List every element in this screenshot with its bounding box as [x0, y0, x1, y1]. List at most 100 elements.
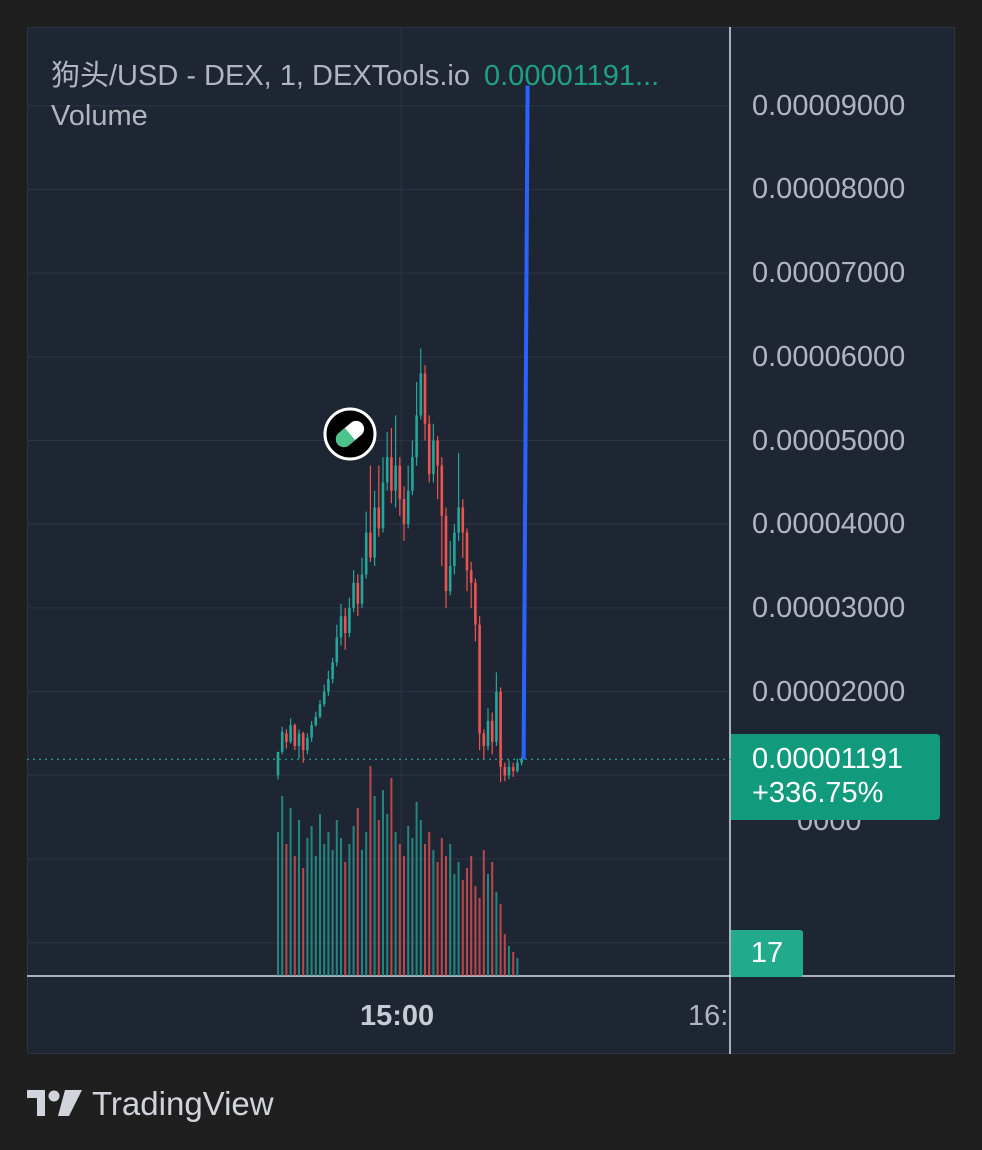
pill-icon[interactable]: [323, 407, 377, 461]
candlestick: [432, 423, 435, 483]
candlestick: [314, 711, 318, 727]
candle-body: [322, 691, 326, 705]
candlestick: [331, 658, 334, 684]
candle-body: [285, 733, 288, 742]
volume-bar: [306, 838, 309, 976]
price-chart[interactable]: [27, 27, 955, 1054]
candlestick: [360, 557, 364, 608]
candlestick: [373, 490, 376, 567]
candlestick: [465, 528, 469, 592]
candle-body: [465, 532, 469, 571]
candlestick: [343, 607, 347, 650]
current-price: 0.00001191: [752, 743, 904, 775]
candlestick: [394, 415, 397, 508]
volume-bar: [277, 832, 279, 976]
volume-bar: [289, 808, 292, 976]
volume-bar: [482, 850, 485, 976]
volume-bar: [369, 766, 372, 976]
volume-bar: [419, 820, 422, 976]
candle-body: [507, 766, 511, 776]
candlestick: [385, 432, 389, 491]
candlestick: [440, 457, 444, 567]
candle-body: [331, 662, 334, 680]
candle-body: [474, 582, 477, 625]
chart-legend: 狗头/USD - DEX, 1, DEXTools.io 0.00001191..…: [51, 52, 659, 94]
candlestick: [327, 670, 330, 696]
candlestick: [285, 729, 288, 749]
candle-body: [306, 737, 309, 751]
candlestick: [398, 457, 402, 516]
candle-body: [499, 691, 502, 767]
time-tick-label: 15:00: [360, 1000, 435, 1032]
candle-body: [427, 423, 431, 474]
candlestick: [411, 440, 414, 495]
time-tick-label: 16:: [688, 1000, 729, 1032]
candle-body: [520, 759, 523, 763]
current-price-tag: 0.00001191 +336.75%: [731, 734, 940, 820]
candle-body: [419, 373, 423, 416]
candle-body: [495, 691, 498, 742]
volume-indicator-label: Volume: [51, 100, 148, 132]
candlestick: [469, 561, 473, 608]
candle-body: [436, 440, 439, 466]
volume-bar: [361, 850, 363, 976]
candle-body: [503, 766, 507, 776]
candlestick: [516, 758, 519, 773]
candlestick: [402, 486, 406, 541]
candlestick: [356, 574, 360, 617]
candlesticks: [276, 348, 523, 782]
volume-bar: [398, 844, 401, 976]
volume-bar: [281, 796, 284, 976]
candlestick: [478, 616, 481, 751]
chart-panel[interactable]: [27, 27, 955, 1054]
candle-body: [369, 532, 372, 558]
candlestick: [364, 511, 368, 579]
volume-bar: [440, 838, 443, 976]
candle-body: [301, 733, 305, 751]
candle-body: [486, 720, 490, 747]
volume-bar: [474, 886, 477, 976]
candlestick: [490, 712, 494, 755]
volume-bar: [373, 796, 376, 976]
volume-bar: [348, 844, 351, 976]
candle-body: [364, 532, 368, 575]
candle-body: [385, 457, 389, 483]
volume-bar: [411, 838, 414, 976]
candlestick: [276, 751, 280, 780]
candlestick: [322, 684, 326, 707]
candle-body: [406, 490, 410, 525]
candle-body: [356, 582, 360, 604]
candle-body: [440, 465, 444, 516]
volume-bar: [340, 838, 342, 976]
candle-body: [469, 570, 473, 583]
volume-bar: [314, 856, 317, 976]
candle-body: [348, 607, 351, 634]
candle-body: [444, 515, 448, 592]
candlestick: [474, 578, 477, 642]
candlestick: [293, 723, 297, 751]
volume-bar: [327, 832, 330, 976]
volume-bar: [436, 862, 439, 976]
volume-bar: [512, 952, 515, 976]
candle-body: [289, 725, 292, 742]
volume-bar: [415, 802, 418, 976]
candle-body: [411, 457, 414, 491]
candlestick: [457, 453, 460, 541]
candle-body: [314, 716, 318, 726]
price-tick-label: 0.00009000: [752, 89, 906, 122]
candlestick: [427, 415, 431, 483]
candlestick: [486, 708, 490, 751]
volume-bar: [323, 844, 326, 976]
candlestick: [310, 720, 313, 742]
volume-bar: [394, 832, 397, 976]
price-tick-label: 0.00007000: [752, 257, 906, 290]
volume-bar: [466, 868, 468, 976]
candle-body: [432, 440, 435, 474]
price-tick-label: 0.00006000: [752, 340, 906, 373]
candlestick: [381, 457, 385, 533]
volume-bar: [365, 832, 368, 976]
candle-body: [448, 566, 452, 592]
candle-body: [373, 507, 376, 558]
volume-bar: [344, 862, 347, 976]
volume-bar: [377, 820, 380, 976]
